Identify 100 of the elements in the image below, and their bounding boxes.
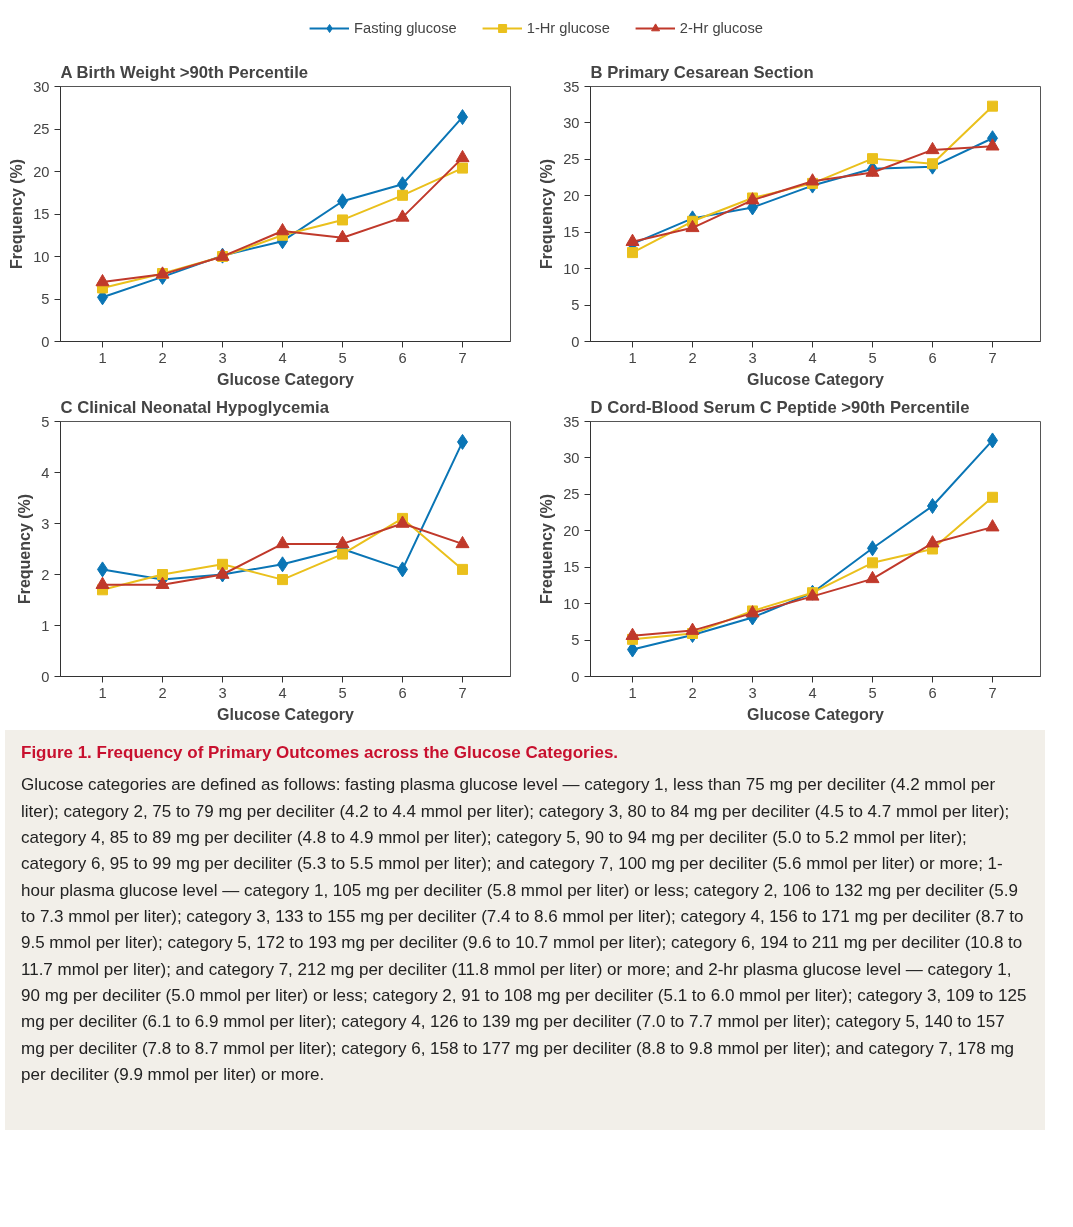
point	[685, 219, 700, 233]
y-tick-label: 5	[41, 413, 50, 430]
y-tick-label: 10	[563, 595, 580, 612]
legend-label: 1-Hr glucose	[526, 19, 610, 36]
x-tick-label: 6	[398, 684, 407, 701]
x-tick-label: 6	[398, 349, 407, 366]
x-tick-label: 2	[688, 684, 697, 701]
chart-title: B Primary Cesarean Section	[590, 62, 814, 82]
point	[627, 247, 638, 259]
point	[397, 189, 408, 201]
y-tick-label: 30	[33, 78, 50, 95]
point	[95, 273, 110, 287]
point	[455, 149, 470, 163]
y-tick-label: 2	[41, 566, 50, 583]
x-tick-label: 2	[688, 349, 697, 366]
x-axis-title: Glucose Category	[747, 370, 885, 388]
y-tick-label: 15	[563, 224, 580, 241]
x-tick-label: 2	[158, 349, 167, 366]
point	[625, 233, 640, 246]
point	[155, 576, 170, 589]
x-tick-label: 1	[628, 684, 637, 701]
x-tick-label: 7	[458, 684, 467, 701]
point	[625, 627, 640, 640]
y-tick-label: 35	[563, 413, 580, 430]
text: Figure 1. Frequency of Primary Outcomes across the Glucose Categories.	[21, 742, 620, 764]
point	[925, 141, 940, 155]
point	[867, 557, 878, 569]
y-tick-label: 25	[563, 486, 580, 503]
point	[215, 566, 230, 579]
point	[277, 574, 288, 586]
y-tick-label: 5	[41, 291, 50, 307]
y-axis-title: Frequency (%)	[16, 493, 34, 605]
chart-title: D Cord-Blood Serum C Peptide >90th Percentile	[590, 397, 970, 417]
x-tick-label: 4	[808, 684, 817, 701]
y-tick-label: 0	[571, 668, 580, 685]
x-tick-label: 5	[338, 684, 347, 701]
point	[157, 569, 168, 580]
x-tick-label: 3	[218, 684, 227, 701]
legend-label: Fasting glucose	[354, 19, 457, 36]
x-tick-label: 3	[218, 349, 227, 366]
point	[925, 535, 940, 548]
y-tick-label: 15	[563, 559, 580, 576]
x-tick-label: 4	[808, 349, 817, 366]
point	[985, 138, 1000, 151]
y-tick-label: 25	[563, 151, 580, 168]
y-tick-label: 35	[563, 78, 580, 95]
point	[987, 491, 998, 503]
y-axis-title: Frequency (%)	[8, 158, 26, 270]
x-tick-label: 5	[338, 349, 347, 366]
chart-title: C Clinical Neonatal Hypoglycemia	[60, 397, 330, 417]
y-tick-label: 1	[41, 617, 50, 634]
point	[987, 100, 998, 112]
point	[95, 576, 110, 589]
x-tick-label: 5	[868, 684, 877, 701]
y-tick-label: 5	[571, 297, 580, 314]
y-tick-label: 0	[571, 333, 580, 350]
point	[457, 563, 468, 575]
y-tick-label: 25	[33, 121, 50, 137]
y-tick-label: 5	[571, 632, 580, 649]
x-axis-title: Glucose Category	[747, 705, 885, 723]
y-tick-label: 0	[41, 333, 50, 350]
point	[455, 535, 470, 549]
y-tick-label: 20	[563, 187, 580, 204]
point	[865, 164, 880, 177]
chart-title: A Birth Weight >90th Percentile	[60, 62, 309, 82]
y-tick-label: 30	[563, 449, 580, 466]
x-tick-label: 7	[458, 349, 467, 366]
point	[867, 153, 878, 165]
x-tick-label: 7	[988, 684, 997, 701]
x-tick-label: 1	[628, 349, 637, 366]
y-axis-title: Frequency (%)	[538, 493, 556, 605]
y-tick-label: 4	[41, 464, 50, 481]
point	[275, 222, 290, 236]
x-tick-label: 6	[928, 349, 937, 366]
x-tick-label: 7	[988, 349, 997, 366]
x-tick-label: 1	[98, 349, 107, 366]
y-tick-label: 15	[33, 206, 50, 222]
point	[457, 162, 468, 174]
point	[985, 519, 1000, 532]
point	[927, 158, 938, 170]
x-tick-label: 4	[278, 684, 287, 701]
text: Glucose categories are defined as follows: fasting plasma glucose level — category 1, less than 75 mg per deciliter (4.2 mmol per liter); category 2, 75 to 79 mg per deciliter (4.2 to 4.4 mmol per liter); category 3, 80 to 84 mg per deciliter (4.5 to 4.7 mmol per liter); category 4, 85 to 89 mg per deciliter (4.8 to 4.9 mmol per liter); category 5, 90 to 94 mg per deciliter (5.0 to 5.2 mmol per liter); category 6, 95 to 99 mg per deciliter (5.3 to 5.5 mmol per liter); and category 7, 100 mg per deciliter (5.6 mmol per liter) or more; 1-hour plasma glucose level — category 1, 105 mg per deciliter (5.8 mmol per liter) or less; category 2, 106 to 132 mg per deciliter (5.9 to 7.3 mmol per liter); category 3, 133 to 155 mg per deciliter (7.4 to 8.6 mmol per liter); category 4, 156 to 171 mg per deciliter (8.7 to 9.5 mmol per liter); category 5, 172 to 193 mg per deciliter (9.6 to 10.7 mmol per liter); category 6, 194 to 211 mg per deciliter (10.8 to 11.7 mmol per liter); and category 7, 212 mg per deciliter (11.8 mmol per liter) or more; and 2-hr plasma glucose level — category 1, 90 mg per deciliter (5.0 mmol per liter) or less; category 2, 91 to 108 mg per deciliter (5.1 to 6.0 mmol per liter); category 3, 109 to 125 mg per deciliter (6.1 to 6.9 mmol per liter); category 4, 126 to 139 mg per deciliter (7.0 to 7.7 mmol per liter); category 5, 140 to 157 mg per deciliter (7.8 to 8.7 mmol per liter); category 6, 158 to 177 mg per deciliter (8.8 to 9.8 mmol per liter); and category 7, 178 mg per deciliter (9.9 mmol per liter) or more.	[21, 775, 1027, 1085]
x-tick-label: 6	[928, 684, 937, 701]
y-tick-label: 10	[33, 248, 50, 265]
x-axis-title: Glucose Category	[217, 705, 355, 723]
y-tick-label: 20	[33, 163, 50, 180]
x-tick-label: 4	[278, 349, 287, 366]
point	[337, 548, 348, 560]
point	[395, 209, 410, 222]
legend-label: 2-Hr glucose	[679, 19, 763, 36]
point	[337, 214, 348, 226]
point	[335, 535, 350, 549]
point	[865, 570, 880, 584]
point	[217, 558, 228, 570]
x-tick-label: 5	[868, 349, 877, 366]
y-axis-title: Frequency (%)	[538, 158, 556, 270]
y-tick-label: 3	[41, 515, 50, 532]
x-axis-title: Glucose Category	[217, 370, 355, 388]
x-tick-label: 1	[98, 684, 107, 701]
y-tick-label: 10	[563, 260, 580, 277]
